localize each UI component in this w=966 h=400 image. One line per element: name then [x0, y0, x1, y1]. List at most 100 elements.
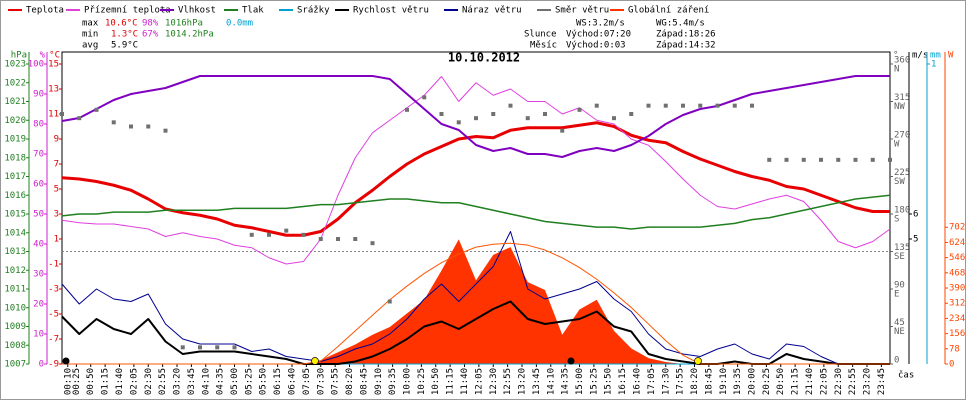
direction-point	[819, 157, 823, 162]
stats: max 10.6°C 98% 1016hPa 0.0mm min 1.3°C 6…	[82, 19, 716, 51]
y-tick-label: 234	[949, 314, 965, 324]
y-tick-label: -1	[48, 260, 59, 270]
y-tick-label: 270	[894, 131, 910, 141]
direction-point	[94, 107, 99, 112]
y-tick-label: 1	[931, 60, 936, 70]
moon-marker	[567, 357, 575, 365]
y-tick-label: 40	[33, 240, 44, 250]
direction-point	[525, 116, 530, 121]
x-tick-label: 03:20	[172, 368, 182, 395]
x-tick-label: 14:35	[561, 368, 571, 395]
direction-point	[750, 103, 754, 108]
x-tick-label: 14:10	[546, 368, 556, 395]
legend-label: Globální záření	[628, 6, 709, 16]
x-tick-label: 11:15	[446, 368, 456, 395]
y-tick-label: 5	[913, 235, 918, 245]
y-tick-label: 1023	[4, 60, 26, 70]
x-tick-label: 08:20	[345, 368, 355, 395]
y-tick-label: 1019	[4, 135, 26, 145]
direction-point	[215, 345, 220, 350]
x-tick-label: 02:30	[144, 368, 154, 395]
y-tick-label: 1010	[4, 303, 26, 313]
series-line	[61, 76, 891, 265]
direction-point	[353, 237, 358, 241]
y-tick-label: 90	[33, 90, 44, 100]
legend-label: Teplota	[26, 6, 64, 16]
direction-point	[180, 345, 185, 350]
x-tick-label: 01:15	[101, 368, 111, 395]
y-tick-label: 5	[54, 185, 59, 195]
y-tick-label: 1020	[4, 116, 26, 126]
y-tick-label: 13	[48, 85, 59, 95]
x-tick-label: 06:15	[273, 368, 283, 395]
direction-point	[163, 128, 168, 133]
direction-name: W	[894, 140, 900, 150]
y-tick-label: 1014	[4, 228, 26, 238]
x-tick-label: 09:10	[374, 368, 384, 395]
x-tick-label: 20:25	[762, 368, 772, 395]
series-line	[62, 242, 890, 365]
x-tick-label: 19:10	[719, 368, 729, 395]
stat-value: 67%	[142, 30, 159, 40]
stat-value: Západ:18:26	[656, 30, 716, 40]
direction-point	[405, 107, 409, 112]
y-tick-label: 225	[894, 168, 910, 178]
y-tick-label: 78	[949, 344, 960, 354]
y-tick-label: -5	[48, 310, 59, 320]
direction-point	[111, 120, 116, 125]
y-tick-label: 1022	[4, 78, 26, 88]
y-tick-label: -3	[48, 285, 59, 295]
direction-point	[836, 157, 841, 162]
stat-value: Východ:0:03	[566, 41, 626, 51]
direction-point	[387, 299, 392, 304]
stat-value: 98%	[142, 19, 159, 29]
y-tick-label: 546	[949, 253, 965, 263]
x-tick-label: 10:00	[403, 368, 413, 395]
direction-point	[232, 345, 237, 350]
legend-label: Přízemní teplota	[84, 6, 171, 16]
x-tick-label: 12:05	[474, 368, 484, 395]
y-tick-label: 702	[949, 223, 965, 233]
x-tick-label: 20:00	[748, 368, 758, 395]
x-tick-label: 16:40	[633, 368, 643, 395]
x-tick-label: 18:20	[690, 368, 700, 395]
x-tick-label: 07:30	[316, 368, 326, 395]
direction-point	[801, 157, 806, 162]
y-tick-label: 1007	[4, 360, 26, 370]
x-tick-label: 07:55	[331, 368, 341, 395]
direction-point	[543, 112, 547, 116]
y-tick-label: 1017	[4, 172, 26, 182]
direction-point	[767, 157, 772, 162]
y-tick-label: 135	[894, 243, 910, 253]
y-tick-label: 11	[48, 110, 59, 120]
x-tick-label: 05:25	[244, 368, 254, 395]
direction-point	[249, 232, 254, 237]
legend-label: Vlhkost	[178, 6, 216, 16]
x-tick-label: 15:25	[589, 368, 599, 395]
y-tick-label: 180	[894, 206, 910, 216]
y-tick-label: 1015	[4, 210, 26, 220]
direction-point	[784, 157, 789, 162]
y-tick-label: 70	[33, 150, 44, 160]
x-tick-label: 01:40	[115, 368, 125, 395]
x-tick-label: 12:30	[489, 368, 499, 395]
direction-point	[336, 237, 340, 241]
x-tick-label: 12:55	[503, 368, 513, 395]
legend-label: Tlak	[242, 6, 264, 16]
direction-point	[370, 241, 375, 246]
direction-point	[508, 103, 513, 108]
y-tick-label: 1016	[4, 191, 26, 201]
x-tick-label: 00:10	[63, 368, 73, 395]
stat-value: WS:3.2m/s	[576, 19, 625, 29]
direction-point	[198, 345, 202, 350]
stat-value: 5.9°C	[111, 41, 138, 51]
direction-point	[439, 112, 444, 116]
direction-point	[594, 103, 599, 108]
y-tick-label: 1018	[4, 153, 26, 163]
direction-point	[646, 103, 651, 108]
direction-point	[870, 157, 875, 162]
stat-value: 1.3°C	[111, 30, 138, 40]
x-tick-label: 21:40	[805, 368, 815, 395]
legend-label: Náraz větru	[462, 6, 522, 16]
